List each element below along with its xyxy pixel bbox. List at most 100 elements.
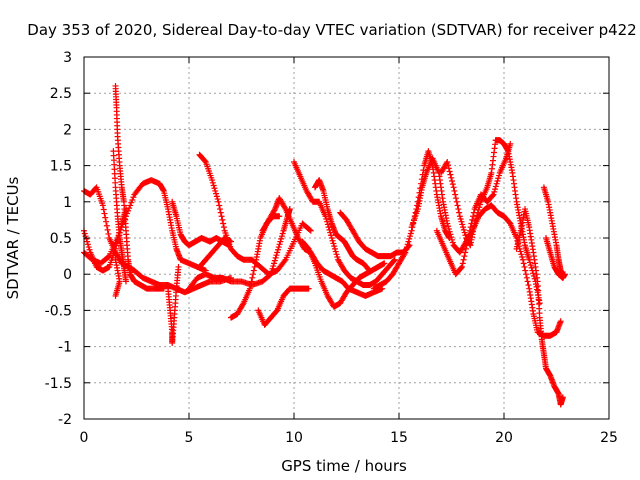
data-point [272,254,279,261]
y-tick-label: 1.5 [50,159,72,175]
data-point [214,196,221,203]
data-point [449,239,456,246]
data-point [473,212,480,219]
data-point [495,175,502,182]
data-point [228,238,234,245]
data-point [99,202,106,209]
data-point [519,256,526,263]
data-point [251,263,258,270]
data-point [213,190,220,197]
data-point [215,198,222,205]
x-tick-label: 0 [80,430,89,446]
data-point [330,240,337,247]
data-point [277,238,284,245]
data-point [250,267,257,274]
data-point [271,257,278,264]
data-point [220,220,227,227]
data-point [526,256,533,263]
data-point [448,174,455,181]
data-point [492,186,499,193]
data-point [278,233,285,240]
data-point [271,207,278,214]
data-point [455,206,462,213]
data-point [102,214,109,221]
data-point [329,237,336,244]
data-point [281,204,288,211]
data-point [391,256,398,263]
data-point [559,274,566,281]
data-point [493,180,500,187]
data-point [519,254,526,261]
data-point [328,235,335,241]
data-point [239,301,246,308]
data-point [527,262,534,269]
data-point [305,285,312,292]
data-point [446,228,453,235]
data-point [475,206,482,213]
series-trace-4 [110,148,129,285]
data-point [456,209,463,216]
data-point [266,272,273,279]
data-point [447,231,454,238]
data-point [211,185,218,192]
data-point [402,249,409,256]
data-point [103,222,110,229]
data-point [220,224,227,231]
grid-lines [84,57,609,419]
data-point [507,140,514,147]
data-point [473,215,480,222]
data-point [523,271,530,278]
data-point [276,241,283,248]
data-point [561,271,568,278]
data-point [267,271,274,278]
data-point [217,209,224,216]
data-point [468,220,475,227]
data-point [127,202,134,209]
data-point [460,226,467,233]
series-trace-25 [543,235,566,281]
data-point [522,267,529,274]
data-point [460,256,467,263]
data-point [331,245,338,252]
data-point [454,202,461,209]
data-point [445,162,452,169]
series-trace-9 [196,151,314,278]
data-point [470,213,477,220]
data-point [459,260,466,267]
data-point [269,265,276,272]
data-point [123,278,129,285]
data-point [334,254,341,261]
data-point [103,218,110,225]
y-tick-label: 3 [63,50,72,66]
data-point [536,300,543,307]
data-point [274,246,281,253]
data-point [472,217,479,224]
x-tick-label: 5 [185,430,194,446]
data-point [175,263,182,270]
data-point [85,244,92,251]
data-point [250,271,257,278]
data-point [458,264,465,271]
data-point [521,263,528,270]
data-point [279,230,286,237]
data-point [328,232,335,239]
data-point [281,258,288,265]
data-point [445,165,452,172]
data-point [406,235,413,242]
series-trace-5 [81,206,129,274]
data-point [523,274,530,281]
data-point [246,285,253,292]
data-point [460,224,467,231]
data-point [275,244,282,251]
data-point [306,226,313,233]
data-point [518,251,525,258]
data-point [81,230,88,237]
data-point [452,191,459,198]
data-point [459,221,466,228]
data-point [489,192,496,199]
data-point [469,216,476,223]
data-points [81,82,568,408]
x-tick-label: 10 [285,430,303,446]
data-point [114,239,121,246]
